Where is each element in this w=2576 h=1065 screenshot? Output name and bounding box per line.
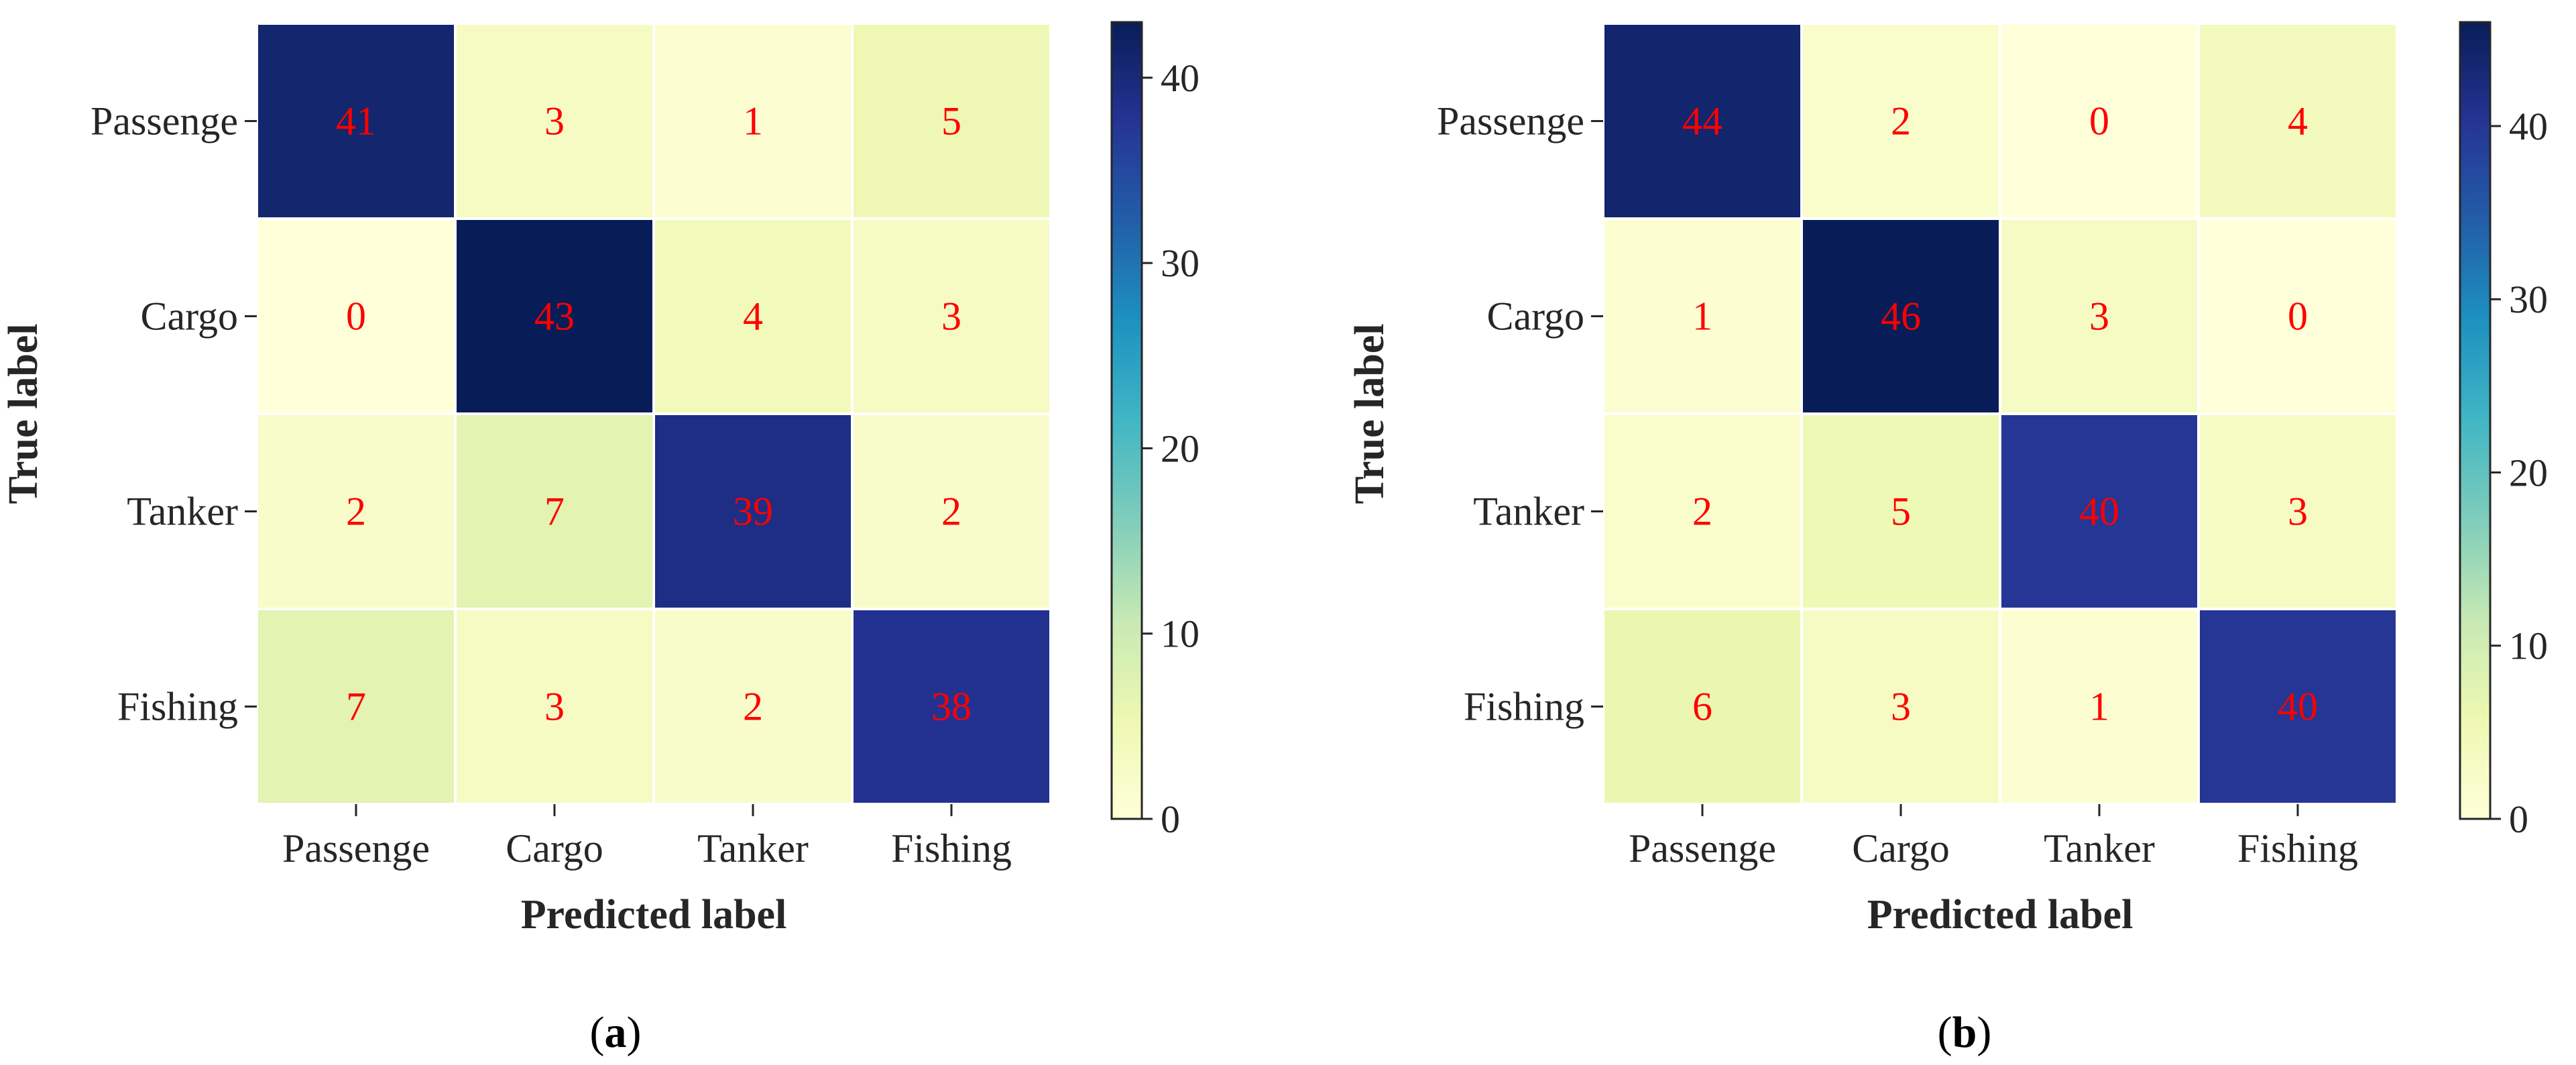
cell-value-label: 3 xyxy=(1891,685,1911,729)
cell-value-label: 46 xyxy=(1881,294,1921,339)
cell-value-label: 2 xyxy=(346,490,366,534)
colorbar: 0 10 20 30 40 xyxy=(2459,21,2548,841)
heatmap-cell xyxy=(851,22,1052,220)
panel-label: (b) xyxy=(1938,1008,1992,1057)
cell-value-label: 2 xyxy=(941,490,961,534)
y-tick-label: Fishing xyxy=(1464,685,1584,729)
colorbar-tick-label: 40 xyxy=(1161,56,1199,100)
cell-value-label: 38 xyxy=(931,685,972,729)
cell-value-label: 2 xyxy=(1891,99,1911,144)
cell-value-label: 0 xyxy=(2089,99,2109,144)
cell-value-label: 43 xyxy=(534,294,575,339)
heatmap-cell xyxy=(1602,22,1803,220)
cell-value-label: 4 xyxy=(2288,99,2308,144)
heatmap-cell xyxy=(1602,412,1803,610)
x-axis-label: Predicted label xyxy=(1867,892,2133,938)
cell-value-label: 2 xyxy=(743,685,763,729)
heatmap-cell xyxy=(255,217,457,415)
y-tick-label: Passenge xyxy=(91,99,238,144)
heatmap-cell xyxy=(1800,22,2001,220)
heatmap-cell xyxy=(454,217,655,415)
cell-value-label: 7 xyxy=(544,490,565,534)
heatmap-cell xyxy=(454,608,655,805)
heatmap-cell xyxy=(255,608,457,805)
y-axis-label: True label xyxy=(1,323,46,504)
cell-value-label: 1 xyxy=(1692,294,1712,339)
panel-letter: b xyxy=(1952,1008,1977,1057)
colorbar-tick-label: 10 xyxy=(1161,612,1199,656)
heatmap-cell xyxy=(851,217,1052,415)
cell-value-label: 40 xyxy=(2079,490,2119,534)
heatmap-cell xyxy=(1999,22,2200,220)
heatmap-cell xyxy=(1800,412,2001,610)
cell-value-label: 3 xyxy=(544,685,565,729)
cell-value-label: 7 xyxy=(346,685,366,729)
colorbar-tick-label: 0 xyxy=(1161,797,1180,841)
heatmap-cell xyxy=(2197,412,2398,610)
x-tick-label: Tanker xyxy=(697,826,809,871)
y-tick-label: Tanker xyxy=(127,490,238,534)
x-tick-label: Cargo xyxy=(1852,826,1950,871)
x-tick-label: Passenge xyxy=(1629,826,1776,871)
cell-value-label: 3 xyxy=(941,294,961,339)
cell-value-label: 1 xyxy=(2089,685,2109,729)
cell-value-label: 2 xyxy=(1692,490,1712,534)
colorbar-tick-label: 10 xyxy=(2509,624,2548,668)
x-axis-label: Predicted label xyxy=(521,892,787,938)
cell-value-label: 0 xyxy=(2288,294,2308,339)
y-tick-label: Tanker xyxy=(1473,490,1584,534)
cell-value-label: 39 xyxy=(733,490,773,534)
heatmap-cell xyxy=(1800,217,2001,415)
panel-letter: a xyxy=(605,1008,627,1057)
heatmap-cell xyxy=(851,608,1052,805)
y-tick-label: Fishing xyxy=(117,685,238,729)
heatmap-cell xyxy=(851,412,1052,610)
colorbar-tick-label: 20 xyxy=(1161,427,1199,470)
colorbar-gradient xyxy=(2459,21,2492,820)
heatmap-cell xyxy=(454,412,655,610)
x-tick-label: Cargo xyxy=(506,826,603,871)
heatmap-cell xyxy=(2197,22,2398,220)
heatmap-cell xyxy=(255,22,457,220)
x-tick-label: Fishing xyxy=(2237,826,2358,871)
cell-value-label: 41 xyxy=(336,99,376,144)
y-tick-label: Cargo xyxy=(1486,294,1584,339)
heatmap-cell xyxy=(2197,608,2398,805)
cell-value-label: 3 xyxy=(544,99,565,144)
cell-value-label: 1 xyxy=(743,99,763,144)
y-tick-label: Cargo xyxy=(140,294,238,339)
cell-value-label: 44 xyxy=(1682,99,1722,144)
cell-value-label: 0 xyxy=(346,294,366,339)
cell-value-label: 40 xyxy=(2278,685,2318,729)
colorbar-tick-label: 40 xyxy=(2509,105,2548,148)
x-tick-label: Tanker xyxy=(2044,826,2155,871)
colorbar-tick-label: 0 xyxy=(2509,797,2528,841)
y-tick-label: Passenge xyxy=(1437,99,1584,144)
heatmap-cell xyxy=(652,22,854,220)
cell-value-label: 3 xyxy=(2089,294,2109,339)
x-tick-label: Fishing xyxy=(891,826,1012,871)
y-axis-label: True label xyxy=(1347,323,1393,504)
colorbar-tick-label: 30 xyxy=(1161,241,1199,285)
heatmap-cell xyxy=(454,22,655,220)
panel-label: (a) xyxy=(590,1008,642,1057)
heatmap-cell xyxy=(2197,217,2398,415)
cell-value-label: 5 xyxy=(941,99,961,144)
cell-value-label: 3 xyxy=(2288,490,2308,534)
colorbar: 0 10 20 30 40 xyxy=(1110,21,1199,841)
cell-value-label: 5 xyxy=(1891,490,1911,534)
colorbar-gradient xyxy=(1110,21,1143,820)
cell-value-label: 4 xyxy=(743,294,763,339)
x-tick-label: Passenge xyxy=(282,826,430,871)
colorbar-tick-label: 30 xyxy=(2509,278,2548,321)
cell-value-label: 6 xyxy=(1692,685,1712,729)
colorbar-tick-label: 20 xyxy=(2509,451,2548,494)
